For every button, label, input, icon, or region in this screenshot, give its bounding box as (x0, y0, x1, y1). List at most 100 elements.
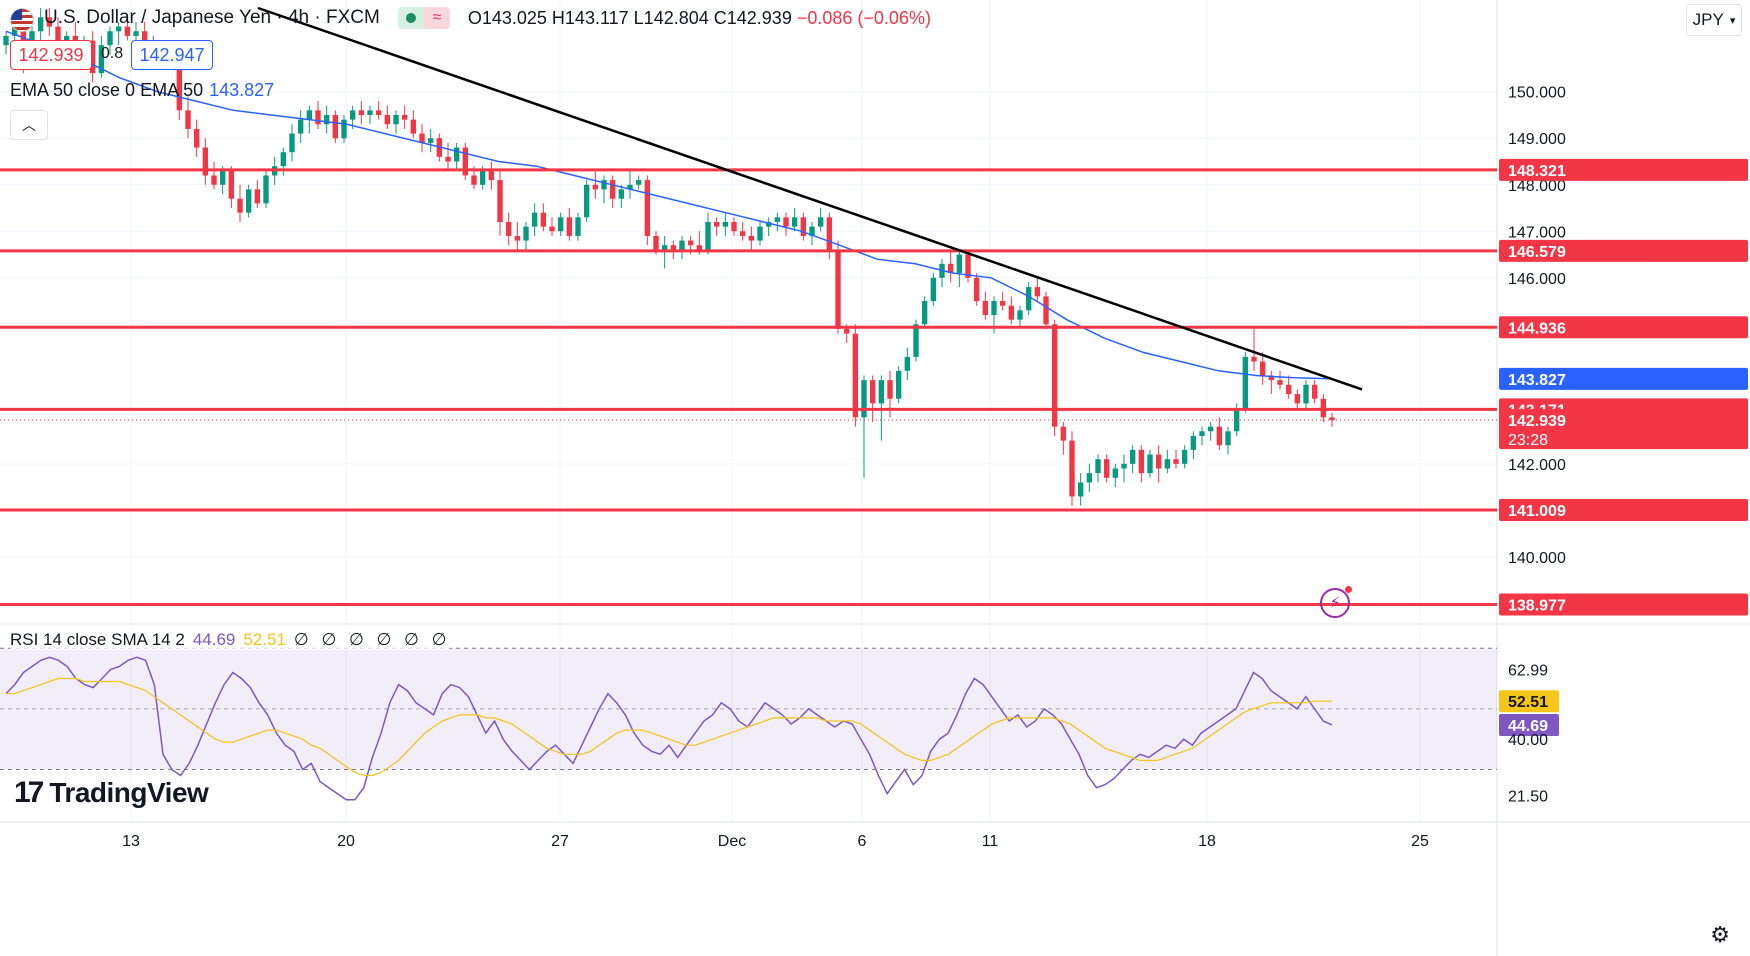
candle-body-26 (228, 170, 235, 199)
market-status-pill[interactable]: ≈ (397, 7, 450, 29)
candle-body-75 (653, 235, 659, 250)
time-tick-3: Dec (718, 833, 746, 850)
candle-body-98 (852, 333, 859, 418)
candle-body-86 (748, 235, 755, 241)
rsi-axis-label-bg-2 (1499, 713, 1559, 736)
tradingview-mark-icon: 17 (14, 776, 44, 809)
candle-body-54 (471, 175, 477, 185)
candle-body-142 (1233, 408, 1240, 432)
candle-body-56 (488, 170, 495, 181)
candle-body-72 (627, 184, 633, 190)
candle-body-35 (306, 110, 313, 120)
currency-selector[interactable]: JPY ▾ (1686, 4, 1742, 36)
chart-header: U.S. Dollar / Japanese Yen · 4h · FXCM ≈… (0, 0, 931, 36)
candle-body-141 (1225, 431, 1231, 446)
chevron-down-icon: ▾ (1729, 14, 1736, 27)
candle-body-149 (1294, 394, 1301, 404)
rsi-legend[interactable]: RSI 14 close SMA 14 2 44.69 52.51 ∅ ∅ ∅ ∅ ∅… (10, 630, 451, 650)
candle-body-126 (1095, 459, 1101, 474)
buy-button[interactable]: 142.947 (131, 40, 213, 70)
candle-body-55 (479, 170, 486, 185)
candle-body-74 (644, 180, 651, 236)
candle-body-147 (1277, 380, 1283, 385)
candle-body-88 (765, 221, 772, 227)
candle-body-14 (124, 26, 131, 36)
candle-body-148 (1285, 384, 1292, 395)
candle-body-92 (800, 217, 807, 236)
sell-button[interactable]: 142.939 (10, 40, 92, 70)
currency-label: JPY (1692, 10, 1724, 29)
candle-body-112 (973, 277, 980, 302)
candle-body-66 (575, 217, 581, 236)
candle-body-16 (141, 31, 148, 46)
candle-body-91 (791, 217, 798, 227)
candle-body-69 (601, 180, 607, 190)
time-tick-0: 13 (122, 833, 140, 850)
candle-body-109 (947, 263, 954, 274)
price-tick-1: 149.000 (1508, 131, 1566, 148)
candle-body-111 (965, 254, 971, 278)
candle-body-52 (453, 147, 460, 162)
rsi-axis-label-2: 44.69 (1508, 718, 1548, 735)
candle-body-22 (193, 128, 200, 148)
candle-body-103 (895, 370, 902, 399)
candle-body-123 (1069, 440, 1075, 497)
candle-body-146 (1268, 375, 1275, 381)
candle-body-42 (367, 110, 373, 115)
level-label-0: 148.321 (1508, 163, 1566, 180)
candle-body-82 (713, 221, 720, 227)
candle-body-10 (89, 40, 96, 74)
candle-body-7 (63, 35, 70, 41)
candle-body-120 (1043, 296, 1049, 325)
candle-body-102 (887, 380, 893, 399)
rsi-legend-placeholders: ∅ ∅ ∅ ∅ ∅ ∅ (293, 630, 451, 649)
candle-body-135 (1173, 459, 1179, 464)
candle-body-57 (497, 180, 503, 222)
rsi-legend-sma: 52.51 (243, 630, 286, 649)
candle-body-122 (1060, 426, 1067, 441)
level-label-2: 144.936 (1508, 320, 1566, 337)
level-label-bg-1 (1499, 239, 1748, 262)
collapse-legend-button[interactable]: ︿ (10, 110, 48, 140)
candle-body-114 (991, 301, 997, 315)
ema-legend[interactable]: EMA 50 close 0 EMA 50 143.827 (10, 80, 274, 101)
candle-body-117 (1017, 310, 1023, 320)
level-label-bg-2 (1499, 316, 1748, 339)
candle-body-46 (401, 114, 408, 120)
rsi-axis-label-bg-1 (1499, 690, 1559, 713)
candle-body-24 (211, 175, 217, 185)
candle-body-5 (46, 17, 53, 27)
low-value: L142.804 (633, 7, 709, 28)
tradingview-logo[interactable]: 17 TradingView (14, 776, 209, 810)
time-tick-7: 25 (1411, 833, 1429, 850)
candle-body-76 (661, 245, 668, 250)
gear-icon[interactable]: ⚙ (1710, 922, 1730, 947)
symbol-title[interactable]: U.S. Dollar / Japanese Yen · 4h · FXCM (44, 7, 380, 28)
candle-body-140 (1216, 426, 1223, 446)
lightning-icon[interactable]: ⚡ (1320, 586, 1352, 618)
candle-body-95 (826, 217, 833, 250)
candle-body-127 (1103, 459, 1110, 478)
candle-body-61 (531, 212, 538, 227)
candle-body-79 (687, 240, 694, 246)
candle-body-128 (1112, 468, 1119, 478)
candle-body-6 (55, 26, 61, 41)
rsi-sma-line (6, 677, 1332, 777)
candle-body-4 (37, 17, 44, 32)
candle-body-21 (185, 110, 191, 129)
candle-body-143 (1242, 356, 1249, 409)
candle-body-59 (514, 235, 521, 241)
rsi-axis-label-3: 40.00 (1508, 732, 1548, 749)
candle-body-51 (445, 156, 451, 162)
ema-axis-label: 143.827 (1508, 372, 1566, 389)
ohlc-values: O143.025 H143.117 L142.804 C142.939 −0.0… (468, 8, 931, 29)
time-tick-1: 20 (337, 833, 355, 850)
candle-body-78 (679, 240, 685, 250)
trend-line (257, 6, 1363, 391)
candle-body-85 (739, 231, 746, 236)
candle-body-40 (349, 110, 356, 120)
candle-body-44 (384, 114, 391, 125)
candle-body-138 (1199, 431, 1205, 436)
candle-body-113 (982, 301, 989, 315)
